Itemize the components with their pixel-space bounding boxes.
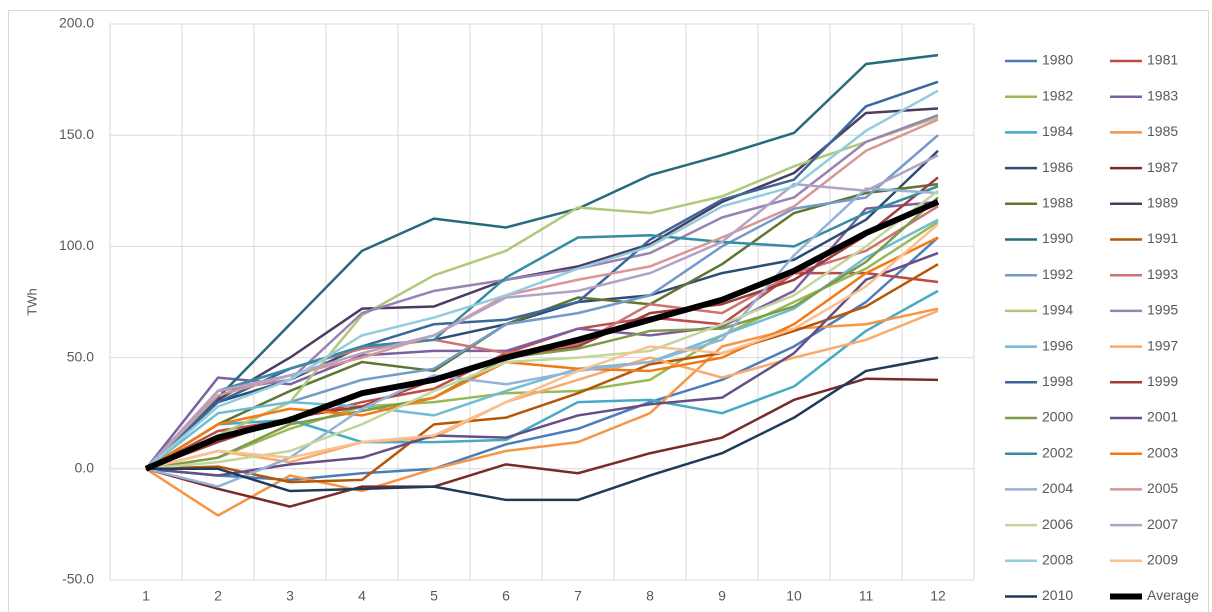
legend-label: 2004 [1042,480,1073,496]
legend-label: 1986 [1042,159,1073,175]
legend-label: 1987 [1147,159,1178,175]
legend-label: 1982 [1042,87,1073,103]
series-line [145,187,939,488]
series-line [145,114,939,470]
y-tick-label: -50.0 [62,571,94,587]
x-tick-label: 12 [930,588,946,604]
legend-label: 2000 [1042,409,1073,425]
legend-label: 1984 [1042,123,1073,139]
y-axis-label: TWh [24,288,39,315]
series-line [145,53,939,470]
legend-label: 1992 [1042,266,1073,282]
legend-label: 1985 [1147,123,1178,139]
x-tick-label: 9 [718,588,726,604]
legend-label: 1995 [1147,302,1178,318]
legend-label: 2003 [1147,444,1178,460]
x-tick-label: 7 [574,588,582,604]
legend-label: 2005 [1147,480,1178,496]
legend-label: 1989 [1147,195,1178,211]
x-tick-label: 6 [502,588,510,604]
x-tick-label: 3 [286,588,294,604]
series-line [145,89,939,470]
legend-label: 1983 [1147,87,1178,103]
x-tick-label: 11 [859,588,874,604]
series-line [145,154,939,470]
legend-label: 1981 [1147,52,1178,68]
legend-label: 2009 [1147,552,1178,568]
x-tick-label: 10 [786,588,802,604]
x-tick-label: 5 [430,588,438,604]
series-line [144,199,940,472]
series-line [145,80,939,470]
legend-label: 1990 [1042,230,1073,246]
legend-label: 2002 [1042,444,1073,460]
legend-label: 2008 [1042,552,1073,568]
legend-label: 1991 [1147,230,1178,246]
series-line [145,116,939,470]
series-line [145,196,939,471]
y-tick-label: 100.0 [59,237,94,253]
y-tick-label: 50.0 [67,348,94,364]
x-tick-label: 1 [142,588,150,604]
x-tick-label: 8 [646,588,654,604]
legend-label: 1993 [1147,266,1178,282]
series-line [146,356,939,502]
y-tick-label: 150.0 [59,126,94,142]
legend-label: 2006 [1042,516,1073,532]
x-tick-label: 2 [214,588,222,604]
legend-label: 2001 [1147,409,1178,425]
series-line [145,377,939,508]
series-line [145,251,939,477]
x-tick-label: 4 [358,588,366,604]
legend-label: 1998 [1042,373,1073,389]
y-tick-label: 200.0 [59,15,94,31]
series-line [145,185,939,470]
legend-label: 2010 [1042,587,1073,603]
legend-label: 2007 [1147,516,1178,532]
series-line [145,263,939,484]
legend-label: 1997 [1147,337,1178,353]
legend-label: 1988 [1042,195,1073,211]
legend-label: 1996 [1042,337,1073,353]
legend-label: 1999 [1147,373,1178,389]
legend-label: 1980 [1042,52,1073,68]
series-line [145,223,939,471]
series-line [145,236,939,470]
y-tick-label: 0.0 [75,460,95,476]
legend-label: 1994 [1042,302,1073,318]
series-line [145,189,939,471]
legend-label: Average [1147,587,1199,603]
series-line [145,309,939,471]
